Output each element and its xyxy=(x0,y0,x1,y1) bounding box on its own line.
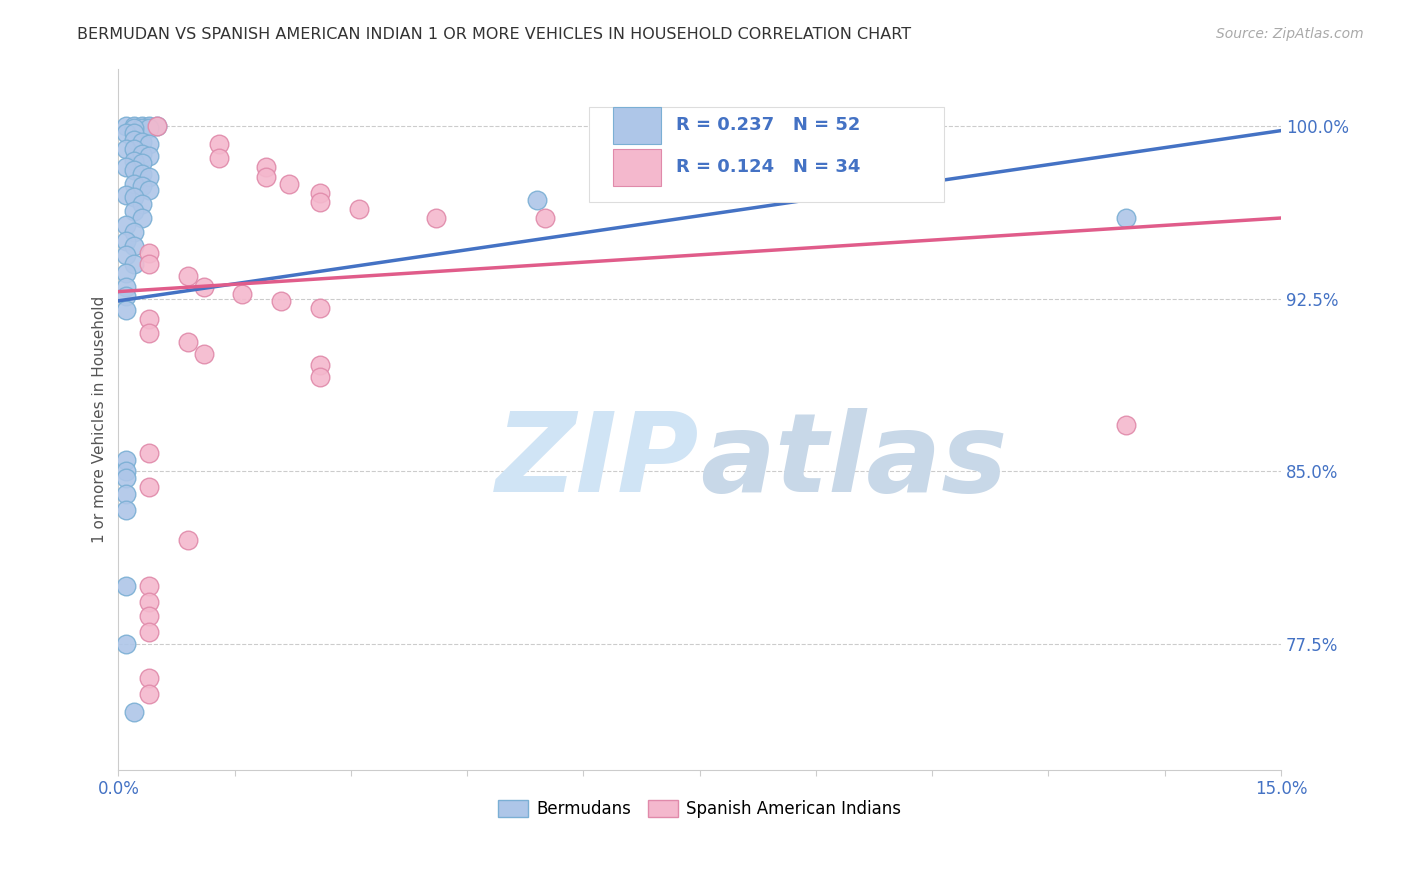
Point xyxy=(122,119,145,133)
Point xyxy=(138,671,160,685)
Point xyxy=(208,137,231,152)
Point xyxy=(309,301,332,315)
Point xyxy=(115,579,138,593)
Point xyxy=(131,197,153,211)
Point xyxy=(138,183,160,197)
Point xyxy=(138,121,160,136)
Point xyxy=(131,211,153,225)
Point xyxy=(146,119,169,133)
Text: BERMUDAN VS SPANISH AMERICAN INDIAN 1 OR MORE VEHICLES IN HOUSEHOLD CORRELATION : BERMUDAN VS SPANISH AMERICAN INDIAN 1 OR… xyxy=(77,27,911,42)
Point xyxy=(146,119,169,133)
Point xyxy=(193,347,215,361)
Point xyxy=(115,161,138,175)
Point xyxy=(526,193,548,207)
Point xyxy=(309,369,332,384)
Point xyxy=(138,687,160,701)
Legend: Bermudans, Spanish American Indians: Bermudans, Spanish American Indians xyxy=(492,793,908,825)
Point xyxy=(122,204,145,219)
Point xyxy=(138,137,160,152)
Point xyxy=(115,234,138,248)
Text: R = 0.124   N = 34: R = 0.124 N = 34 xyxy=(676,159,860,177)
Point xyxy=(309,194,332,209)
Point xyxy=(704,177,727,191)
Point xyxy=(138,169,160,184)
Point xyxy=(177,335,200,350)
Point xyxy=(1115,417,1137,432)
Point xyxy=(115,487,138,501)
Point xyxy=(115,218,138,232)
Point xyxy=(278,177,301,191)
Point xyxy=(138,326,160,340)
Point xyxy=(138,312,160,326)
Point xyxy=(347,202,370,216)
Point xyxy=(138,608,160,623)
Point xyxy=(177,533,200,547)
Point xyxy=(115,126,138,140)
FancyBboxPatch shape xyxy=(589,107,943,202)
Point xyxy=(122,177,145,191)
Text: R = 0.237   N = 52: R = 0.237 N = 52 xyxy=(676,116,860,135)
Y-axis label: 1 or more Vehicles in Household: 1 or more Vehicles in Household xyxy=(93,295,107,543)
Point xyxy=(1115,211,1137,225)
Point xyxy=(115,188,138,202)
Point xyxy=(115,503,138,517)
Point xyxy=(122,121,145,136)
Point xyxy=(309,358,332,372)
Point xyxy=(131,167,153,181)
Point xyxy=(122,706,145,720)
Point xyxy=(115,471,138,485)
Point xyxy=(270,293,292,308)
Point xyxy=(254,161,277,175)
Text: Source: ZipAtlas.com: Source: ZipAtlas.com xyxy=(1216,27,1364,41)
Point xyxy=(122,238,145,252)
Point xyxy=(131,178,153,193)
Point xyxy=(115,142,138,156)
Point xyxy=(231,286,253,301)
FancyBboxPatch shape xyxy=(613,107,661,144)
Point xyxy=(138,480,160,494)
Point xyxy=(122,190,145,204)
Point xyxy=(138,119,160,133)
Point xyxy=(425,211,447,225)
Point xyxy=(122,142,145,156)
Point xyxy=(193,280,215,294)
Point xyxy=(122,126,145,140)
Point xyxy=(138,579,160,593)
Point xyxy=(208,151,231,165)
Point xyxy=(115,248,138,262)
Point xyxy=(177,268,200,283)
Point xyxy=(309,186,332,200)
Point xyxy=(122,257,145,271)
Point xyxy=(138,149,160,163)
Point xyxy=(122,162,145,177)
Point xyxy=(138,445,160,459)
Point xyxy=(115,464,138,478)
Point xyxy=(115,119,138,133)
Point xyxy=(115,289,138,303)
Point xyxy=(115,452,138,467)
Point xyxy=(122,225,145,239)
Text: ZIP: ZIP xyxy=(496,408,700,515)
Point xyxy=(533,211,555,225)
Point xyxy=(131,146,153,161)
Point xyxy=(131,119,153,133)
Point xyxy=(131,135,153,149)
Point xyxy=(131,121,153,136)
Point xyxy=(138,595,160,609)
Point xyxy=(138,245,160,260)
Point xyxy=(138,257,160,271)
Point xyxy=(115,266,138,280)
FancyBboxPatch shape xyxy=(613,149,661,186)
Point xyxy=(122,153,145,168)
Point xyxy=(254,169,277,184)
Point xyxy=(115,636,138,650)
Point xyxy=(122,133,145,147)
Point xyxy=(115,280,138,294)
Text: atlas: atlas xyxy=(700,408,1007,515)
Point xyxy=(131,156,153,170)
Point xyxy=(115,303,138,318)
Point xyxy=(138,625,160,640)
